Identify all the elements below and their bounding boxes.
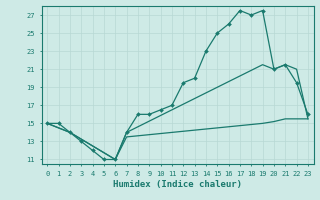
- X-axis label: Humidex (Indice chaleur): Humidex (Indice chaleur): [113, 180, 242, 189]
